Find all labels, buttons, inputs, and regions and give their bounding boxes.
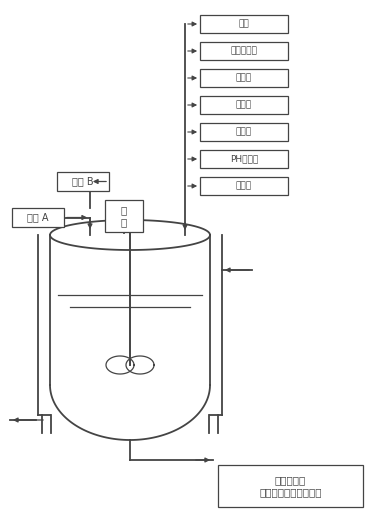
Text: 电
机: 电 机 <box>121 205 127 227</box>
Bar <box>200 69 288 87</box>
Text: 含氟聚合物
（或进入下一道工序）: 含氟聚合物 （或进入下一道工序） <box>259 475 322 497</box>
Bar <box>12 208 64 227</box>
Bar <box>200 15 288 33</box>
Text: 单体 A: 单体 A <box>27 212 49 223</box>
Text: 稳定剂: 稳定剂 <box>236 182 252 190</box>
Bar <box>200 123 288 141</box>
Bar <box>57 172 109 191</box>
Text: 调聚剂: 调聚剂 <box>236 128 252 136</box>
Text: PH调节剂: PH调节剂 <box>230 154 258 164</box>
Bar <box>200 177 288 195</box>
Bar <box>218 465 363 507</box>
Bar <box>200 42 288 60</box>
Bar <box>105 200 143 232</box>
Text: 表面活性剂: 表面活性剂 <box>230 47 257 55</box>
Text: 纯水: 纯水 <box>239 19 249 29</box>
Text: 引发剂: 引发剂 <box>236 73 252 83</box>
Bar <box>200 150 288 168</box>
Text: 单体 B: 单体 B <box>72 176 94 187</box>
Bar <box>200 96 288 114</box>
Text: 分散剂: 分散剂 <box>236 101 252 109</box>
